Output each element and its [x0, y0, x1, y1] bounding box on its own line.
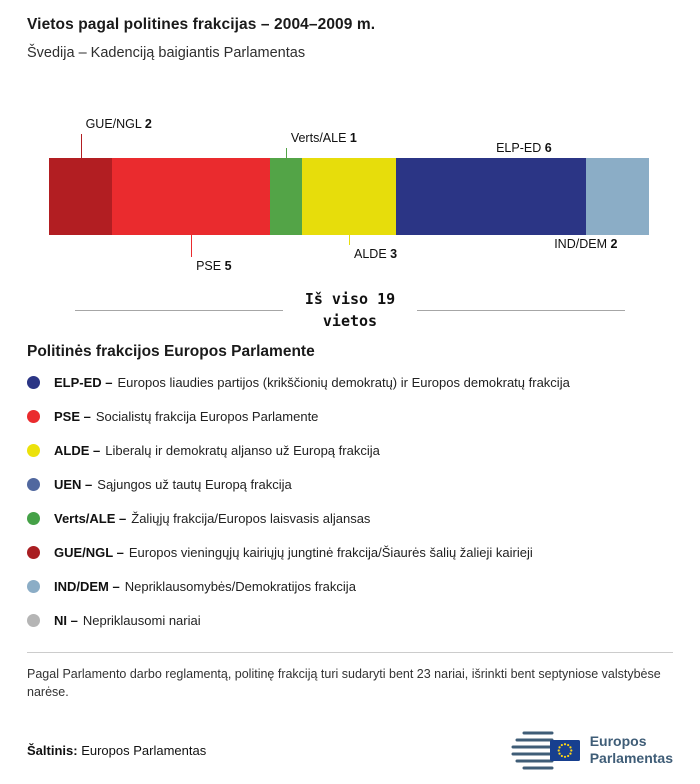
source-value: Europos Parlamentas — [81, 742, 207, 758]
eu-flag-icon — [549, 740, 580, 761]
legend-item-text: IND/DEM – Nepriklausomybės/Demokratijos f… — [54, 579, 356, 594]
bottom-row: Šaltinis: Europos Parlamentas — [27, 728, 673, 772]
legend-item-text: UEN – Sąjungos už tautų Europą frakcija — [54, 477, 292, 492]
total-seats-line2: vietos — [322, 311, 378, 330]
legend-item-pse: PSE – Socialistų frakcija Europos Parlame… — [27, 400, 673, 434]
legend-color-dot — [27, 614, 40, 627]
bar-segment-alde — [301, 158, 397, 235]
bar-label-text: PSE 5 — [196, 259, 232, 273]
legend-item-verts-ale: Verts/ALE – Žaliųjų frakcija/Europos lais… — [27, 502, 673, 536]
legend-item-text: Verts/ALE – Žaliųjų frakcija/Europos lais… — [54, 511, 371, 526]
total-seats-text: Iš viso 19 vietos — [305, 289, 395, 333]
logo-arcs — [511, 731, 554, 770]
legend-color-dot — [27, 410, 40, 423]
bar-label-text: IND/DEM 2 — [554, 237, 618, 251]
bar-label-text: ALDE 3 — [354, 247, 398, 261]
logo-wordmark-line2: Parlamentas — [589, 750, 673, 766]
seat-bar — [49, 158, 649, 235]
bar-segment-verts-ale — [270, 158, 302, 235]
divider-right — [417, 310, 625, 312]
bar-label-text: GUE/NGL 2 — [85, 117, 152, 131]
legend-color-dot — [27, 580, 40, 593]
logo-wordmark-line1: Europos — [589, 733, 647, 750]
seat-chart: GUE/NGL 2 PSE 5 Verts/ALE 1 ALDE 3 ELP-ED 6 I… — [27, 117, 673, 273]
footnote: Pagal Parlamento darbo reglamentą, polit… — [27, 666, 661, 700]
legend-item-ni: NI – Nepriklausomi nariai — [27, 604, 673, 638]
divider-left — [75, 310, 283, 312]
logo-wordmark: Europos Parlamentas — [590, 733, 673, 767]
page-title: Vietos pagal politines frakcijas – 2004–… — [27, 16, 376, 33]
legend-item-elp-ed: ELP-ED – Europos liaudies partijos (krikš… — [27, 366, 673, 400]
bar-label-text: ELP-ED 6 — [496, 141, 552, 155]
bar-segment-ind-dem — [585, 158, 649, 235]
legend-item-gue-ngl: GUE/NGL – Europos vieningųjų kairiųjų jun… — [27, 536, 673, 570]
legend-item-text: ELP-ED – Europos liaudies partijos (krikš… — [54, 375, 570, 390]
page-subtitle: Švedija – Kadenciją baigiantis Parlament… — [27, 45, 306, 61]
leader-line — [191, 235, 193, 257]
bar-segment-elp-ed — [396, 158, 586, 235]
source-label: Šaltinis: — [27, 742, 78, 758]
legend-item-text: GUE/NGL – Europos vieningųjų kairiųjų jun… — [54, 545, 533, 560]
legend-color-dot — [27, 376, 40, 389]
legend-color-dot — [27, 444, 40, 457]
legend-heading: Politinės frakcijos Europos Parlamente — [27, 342, 315, 360]
leader-line — [349, 235, 350, 245]
leader-line — [285, 148, 287, 158]
total-seats-line1: Iš viso 19 — [304, 290, 396, 308]
seat-bar-area: GUE/NGL 2 PSE 5 Verts/ALE 1 ALDE 3 ELP-ED 6 I… — [49, 117, 649, 273]
legend-item-text: NI – Nepriklausomi nariai — [54, 613, 201, 628]
ep-logo: Europos Parlamentas — [508, 728, 673, 772]
total-seats-block: Iš viso 19 vietos — [75, 289, 625, 333]
bar-label-text: Verts/ALE 1 — [290, 131, 357, 145]
footnote-divider — [27, 651, 673, 653]
legend-color-dot — [27, 478, 40, 491]
legend-list: ELP-ED – Europos liaudies partijos (krikš… — [27, 366, 673, 638]
bar-segment-pse — [112, 158, 271, 235]
legend-item-text: PSE – Socialistų frakcija Europos Parlame… — [54, 409, 319, 424]
legend-color-dot — [27, 546, 40, 559]
legend-color-dot — [27, 512, 40, 525]
legend-item-text: ALDE – Liberalų ir demokratų aljanso už E… — [54, 443, 380, 458]
bar-segment-gue-ngl — [49, 158, 113, 235]
legend-item-ind-dem: IND/DEM – Nepriklausomybės/Demokratijos f… — [27, 570, 673, 604]
source-line: Šaltinis: Europos Parlamentas — [27, 743, 206, 758]
leader-line — [80, 134, 82, 158]
ep-logo-graphic — [511, 731, 580, 770]
legend-item-alde: ALDE – Liberalų ir demokratų aljanso už E… — [27, 434, 673, 468]
legend-item-uen: UEN – Sąjungos už tautų Europą frakcija — [27, 468, 673, 502]
